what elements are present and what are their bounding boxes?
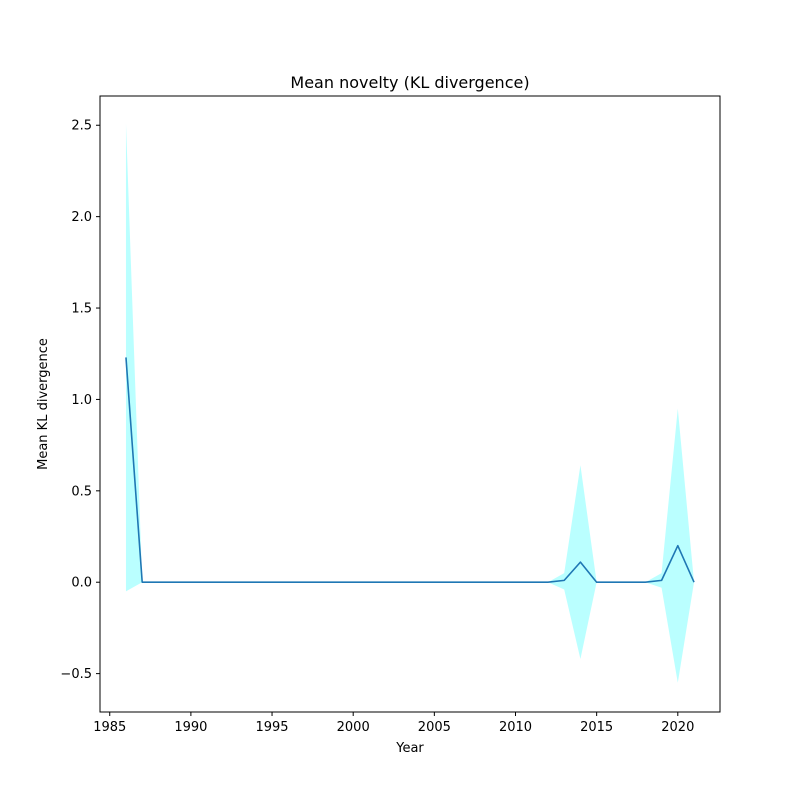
y-axis-ticks: −0.5 0.0 0.5 1.0 1.5 2.0 2.5 — [60, 119, 100, 682]
confidence-band — [125, 123, 695, 683]
x-tick-label: 2005 — [418, 720, 451, 735]
y-tick-label: 1.5 — [71, 302, 92, 317]
y-tick-label: 2.0 — [71, 210, 92, 225]
y-tick-label: 0.5 — [71, 484, 92, 499]
x-tick-label: 2015 — [580, 720, 613, 735]
series-line-layer — [125, 357, 695, 584]
x-tick-label: 2000 — [337, 720, 370, 735]
chart-title: Mean novelty (KL divergence) — [290, 73, 529, 92]
y-tick-label: 0.0 — [71, 576, 92, 591]
x-axis-label: Year — [395, 741, 424, 756]
y-axis-label: Mean KL divergence — [36, 338, 51, 470]
series-line — [125, 357, 695, 584]
x-tick-label: 1995 — [255, 720, 288, 735]
y-tick-label: −0.5 — [60, 667, 92, 682]
x-tick-label: 1985 — [93, 720, 126, 735]
x-axis-ticks: 1985 1990 1995 2000 2005 2010 2015 2020 — [93, 712, 694, 735]
confidence-band-layer — [125, 123, 695, 683]
x-tick-label: 1990 — [174, 720, 207, 735]
y-tick-label: 1.0 — [71, 393, 92, 408]
x-tick-label: 2020 — [661, 720, 694, 735]
y-tick-label: 2.5 — [71, 119, 92, 134]
x-tick-label: 2010 — [499, 720, 532, 735]
plot-frame — [99, 95, 721, 713]
